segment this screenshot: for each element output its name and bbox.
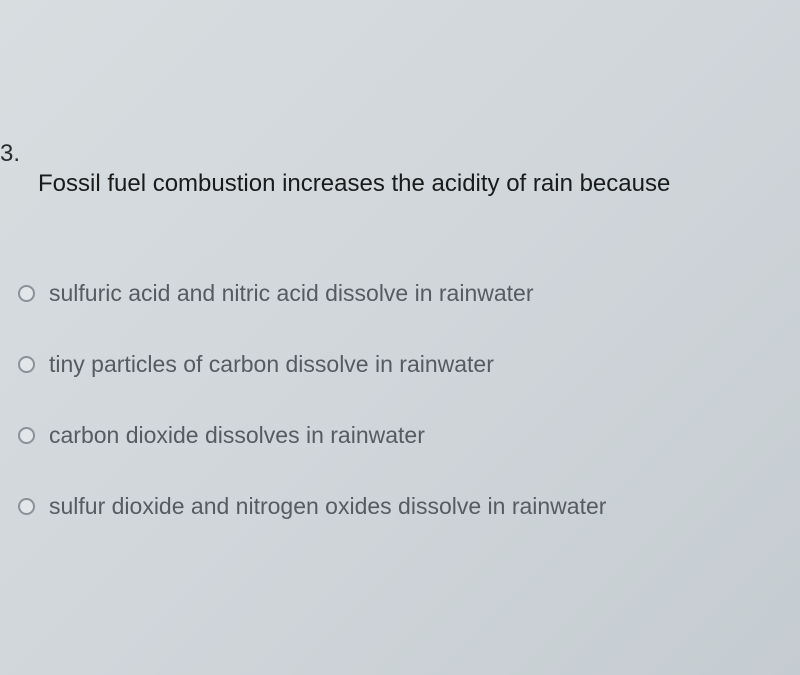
option-row[interactable]: tiny particles of carbon dissolve in rai…	[18, 351, 778, 378]
radio-icon[interactable]	[18, 285, 35, 302]
radio-icon[interactable]	[18, 356, 35, 373]
radio-icon[interactable]	[18, 427, 35, 444]
option-row[interactable]: carbon dioxide dissolves in rainwater	[18, 422, 778, 449]
option-label: carbon dioxide dissolves in rainwater	[49, 422, 425, 449]
option-row[interactable]: sulfur dioxide and nitrogen oxides disso…	[18, 493, 778, 520]
radio-icon[interactable]	[18, 498, 35, 515]
question-text: Fossil fuel combustion increases the aci…	[38, 170, 670, 198]
question-number: 3.	[0, 140, 20, 168]
option-row[interactable]: sulfuric acid and nitric acid dissolve i…	[18, 280, 778, 307]
options-group: sulfuric acid and nitric acid dissolve i…	[18, 280, 778, 564]
option-label: tiny particles of carbon dissolve in rai…	[49, 351, 494, 378]
option-label: sulfur dioxide and nitrogen oxides disso…	[49, 493, 606, 520]
option-label: sulfuric acid and nitric acid dissolve i…	[49, 280, 534, 307]
